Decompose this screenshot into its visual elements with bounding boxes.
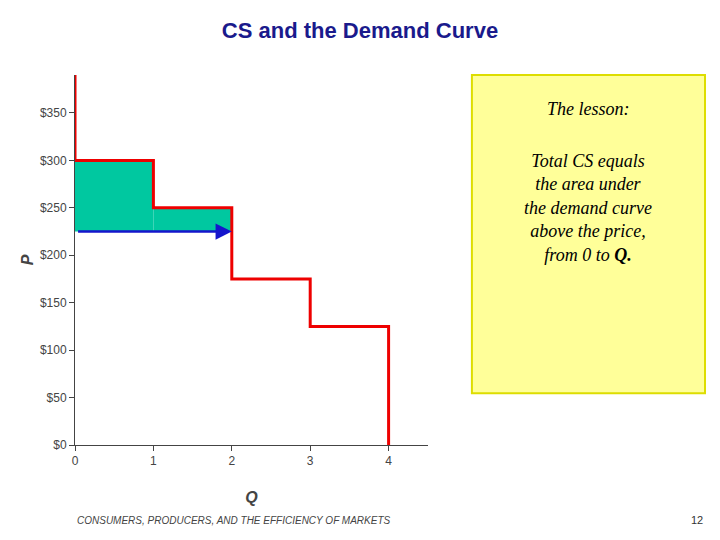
svg-text:P: P (19, 254, 36, 265)
svg-text:CS and the Demand Curve: CS and the Demand Curve (222, 18, 498, 43)
svg-text:CONSUMERS, PRODUCERS, AND THE: CONSUMERS, PRODUCERS, AND THE EFFICIENCY… (77, 515, 391, 526)
svg-text:0: 0 (72, 454, 79, 468)
svg-text:$100: $100 (40, 343, 67, 357)
svg-text:2: 2 (228, 454, 235, 468)
svg-text:$300: $300 (40, 154, 67, 168)
svg-text:The lesson:: The lesson: (547, 99, 630, 119)
svg-text:$0: $0 (53, 438, 67, 452)
svg-text:4: 4 (385, 454, 392, 468)
svg-text:Q: Q (245, 489, 258, 506)
svg-text:$250: $250 (40, 201, 67, 215)
svg-text:3: 3 (307, 454, 314, 468)
svg-text:$200: $200 (40, 248, 67, 262)
svg-text:1: 1 (150, 454, 157, 468)
svg-text:$150: $150 (40, 296, 67, 310)
svg-text:Total CS equalsthe area undert: Total CS equalsthe area underthe demand … (524, 151, 652, 265)
svg-text:12: 12 (691, 514, 703, 526)
svg-text:$350: $350 (40, 106, 67, 120)
svg-text:$50: $50 (47, 391, 67, 405)
